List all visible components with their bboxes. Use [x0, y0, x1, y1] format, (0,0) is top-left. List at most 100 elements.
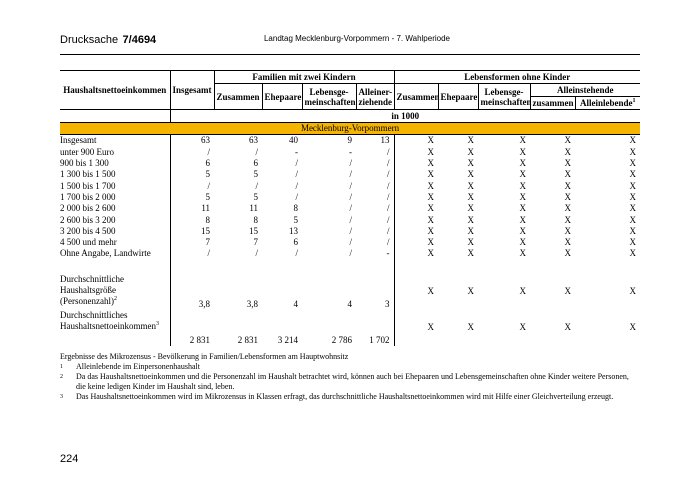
cell: 63: [249, 135, 258, 146]
cell: X: [393, 236, 438, 249]
cell: /: [349, 203, 352, 214]
cell: X: [629, 158, 637, 169]
cell: 6: [253, 158, 259, 169]
cell: X: [393, 191, 438, 204]
cell: X: [519, 135, 527, 146]
cell: /: [386, 146, 390, 157]
cell: /: [349, 214, 352, 225]
cell: 40: [289, 135, 298, 146]
cell: 2 831: [169, 309, 214, 346]
spacer: [169, 259, 214, 274]
footnote-text: Alleinlebende im Einpersonenhaushalt: [76, 362, 200, 371]
cell: X: [564, 286, 572, 297]
cell: X: [519, 286, 527, 297]
cell: X: [467, 225, 475, 236]
footnote: 1 Alleinlebende im Einpersonenhaushalt: [60, 362, 640, 372]
cell: 11: [249, 203, 258, 214]
cell: X: [393, 203, 438, 215]
cell: X: [629, 169, 637, 180]
table-row: unter 900 Euro / / - - / X X X X X: [60, 146, 640, 158]
cell: X: [393, 157, 438, 170]
table-row: 1 700 bis 2 000 5 5// / X X X X X: [60, 191, 640, 204]
cell: X: [467, 286, 475, 297]
cell: X: [629, 248, 637, 259]
footnote-intro: Ergebnisse des Mikrozensus - Bevölkerung…: [60, 352, 349, 361]
cell: /: [169, 180, 214, 192]
col-header: Zusammen: [393, 83, 440, 110]
footnote-ref: 1: [632, 98, 636, 104]
cell: X: [393, 309, 438, 346]
table-row: 4 500 und mehr 7 7 6// X X X X X: [60, 236, 640, 249]
cell: 8: [253, 214, 259, 225]
cell: -: [386, 248, 390, 259]
label-text: (Personenzahl): [60, 295, 114, 306]
cell: X: [519, 191, 527, 202]
cell: X: [629, 322, 637, 333]
cell: /: [386, 203, 390, 214]
label-line: Durchschnittliche: [60, 274, 166, 285]
label-line: Durchschnittliches: [60, 310, 166, 321]
col-header: Insgesamt: [169, 70, 215, 110]
cell: X: [519, 158, 527, 169]
cell: 3,8: [169, 273, 214, 310]
cell: X: [467, 248, 475, 259]
row-label: 1 700 bis 2 000: [60, 191, 116, 202]
cell: /: [349, 237, 352, 248]
cell: X: [467, 180, 475, 191]
footnote: 2 Da das Haushaltsnettoeinkommen und die …: [60, 372, 640, 392]
cell: /: [386, 158, 390, 169]
row-label: 2 000 bis 2 600: [60, 203, 116, 214]
row-label: 900 bis 1 300: [60, 158, 109, 169]
spacer: [393, 259, 438, 274]
cell: X: [467, 158, 475, 169]
cell: /: [349, 225, 352, 236]
cell: X: [519, 225, 527, 236]
cell: X: [519, 322, 527, 333]
spacer-row: [60, 259, 640, 274]
footnote-mark: 2: [60, 374, 63, 380]
doc-label: Drucksache: [60, 34, 119, 46]
cell: /: [255, 248, 258, 259]
cell: X: [564, 214, 572, 225]
table-row: 900 bis 1 300 6 6// / X X X X X: [60, 157, 640, 170]
cell: 2 831: [237, 334, 258, 345]
cell: X: [467, 237, 475, 248]
cell: X: [629, 191, 637, 202]
cell: /: [169, 146, 214, 158]
cell: /: [295, 169, 298, 180]
col-header: Lebensge-meinschaften: [477, 83, 532, 110]
table-row: Durchschnittliche Haushaltsgröße (Personen…: [60, 273, 640, 310]
table-row: 3 200 bis 4 500 15 15 13// X X X X X: [60, 225, 640, 237]
cell: -: [295, 146, 298, 157]
spacer: [60, 260, 170, 274]
cell: X: [629, 225, 637, 236]
row-label: 2 600 bis 3 200: [60, 214, 116, 225]
row-label: Durchschnittliches Haushaltsnettoeinkomme…: [60, 310, 170, 346]
group-header: Familien mit zwei Kindern: [213, 70, 395, 84]
cell: 7: [253, 237, 259, 248]
cell: 4: [293, 298, 299, 309]
cell: /: [349, 248, 352, 259]
cell: X: [629, 237, 637, 248]
group-header: Lebensformen ohne Kinder: [393, 70, 641, 84]
footnotes: Ergebnisse des Mikrozensus - Bevölkerung…: [60, 352, 640, 402]
cell: /: [386, 180, 390, 191]
row-label: 4 500 und mehr: [60, 237, 117, 248]
col-header: Ehepaare: [261, 83, 303, 110]
page-header: Drucksache 7/4694 Landtag Mecklenburg-Vo…: [60, 30, 640, 55]
table-row: 1 300 bis 1 500 5 5// / X X X X X: [60, 169, 640, 181]
cell: X: [564, 248, 572, 259]
table-row: 1 500 bis 1 700// / / / X X X X X: [60, 180, 640, 192]
cell: X: [629, 214, 637, 225]
cell: X: [564, 322, 572, 333]
row-label: 3 200 bis 4 500: [60, 225, 116, 236]
cell: 15: [249, 225, 258, 236]
row-label: Insgesamt: [60, 135, 97, 146]
cell: 3: [385, 298, 390, 309]
cell: X: [467, 191, 475, 202]
cell: 7: [169, 236, 214, 249]
cell: X: [467, 203, 475, 214]
cell: 63: [169, 134, 214, 147]
cell: /: [386, 225, 390, 236]
